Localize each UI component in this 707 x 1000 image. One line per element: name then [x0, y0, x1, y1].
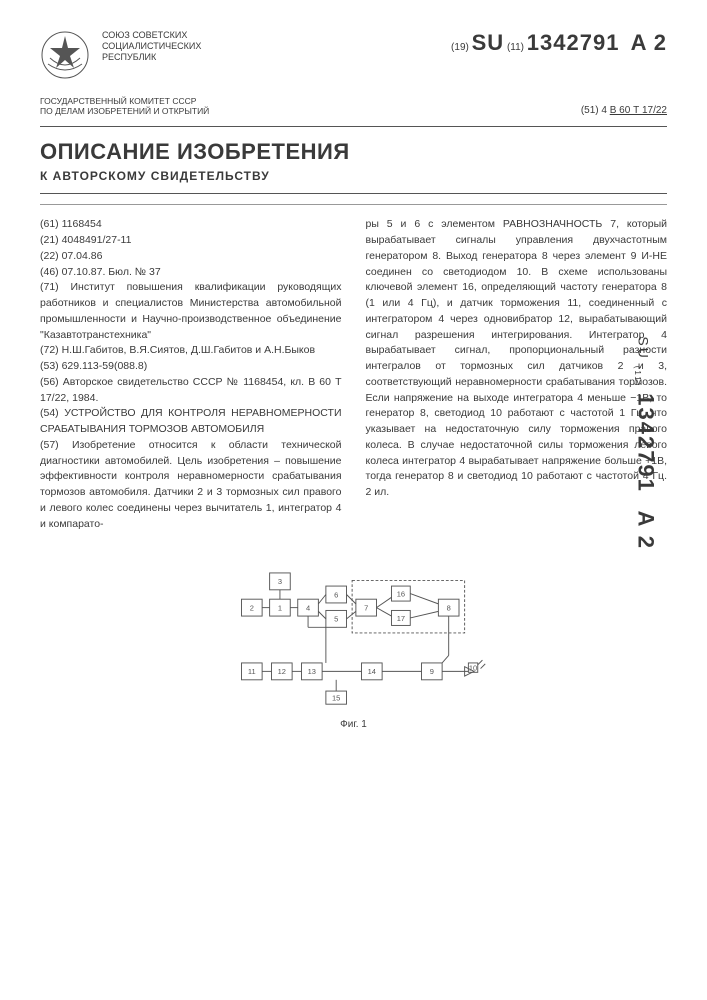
svg-text:16: 16	[396, 590, 404, 599]
svg-text:1: 1	[277, 604, 281, 613]
body-columns: (61) 1168454 (21) 4048491/27-11 (22) 07.…	[40, 217, 667, 532]
union-line-2: СОЦИАЛИСТИЧЕСКИХ	[102, 41, 439, 52]
svg-text:11: 11	[247, 668, 255, 677]
divider-mid-1	[40, 193, 667, 194]
svg-text:17: 17	[396, 614, 404, 623]
circuit-diagram-icon: 1234567891011121314151617	[204, 552, 504, 712]
header-row: СОЮЗ СОВЕТСКИХ СОЦИАЛИСТИЧЕСКИХ РЕСПУБЛИ…	[40, 30, 667, 80]
union-title: СОЮЗ СОВЕТСКИХ СОЦИАЛИСТИЧЕСКИХ РЕСПУБЛИ…	[102, 30, 439, 66]
side-vertical-label: SU (11) 1342791 A 2	[633, 336, 659, 550]
pub-prefix: (19)	[451, 42, 469, 53]
svg-text:6: 6	[334, 591, 338, 600]
right-column-text: ры 5 и 6 с элементом РАВНОЗНАЧНОСТЬ 7, к…	[366, 217, 668, 501]
pub-country: SU	[472, 30, 505, 55]
svg-text:2: 2	[249, 604, 253, 613]
svg-text:14: 14	[367, 668, 375, 677]
state-emblem-icon	[40, 30, 90, 80]
side-number: 1342791	[634, 393, 659, 493]
figure-label: Фиг. 1	[40, 719, 667, 730]
publication-number: (19) SU (11) 1342791 A 2	[451, 30, 667, 56]
committee-line-2: ПО ДЕЛАМ ИЗОБРЕТЕНИЙ И ОТКРЫТИЙ	[40, 106, 209, 116]
pub-num-prefix: (11)	[507, 42, 524, 53]
svg-text:12: 12	[277, 668, 285, 677]
divider-top	[40, 126, 667, 127]
union-line-1: СОЮЗ СОВЕТСКИХ	[102, 30, 439, 41]
main-title: ОПИСАНИЕ ИЗОБРЕТЕНИЯ	[40, 139, 667, 165]
svg-text:15: 15	[332, 694, 340, 703]
side-suffix: A 2	[634, 511, 659, 550]
svg-text:13: 13	[307, 668, 315, 677]
right-column: ры 5 и 6 с элементом РАВНОЗНАЧНОСТЬ 7, к…	[366, 217, 668, 532]
svg-text:4: 4	[305, 604, 309, 613]
sub-title: К АВТОРСКОМУ СВИДЕТЕЛЬСТВУ	[40, 169, 667, 183]
svg-text:8: 8	[446, 604, 450, 613]
left-column: (61) 1168454 (21) 4048491/27-11 (22) 07.…	[40, 217, 342, 532]
divider-mid-2	[40, 204, 667, 205]
figure-diagram: 1234567891011121314151617 Фиг. 1	[40, 552, 667, 730]
committee-block: ГОСУДАРСТВЕННЫЙ КОМИТЕТ СССР ПО ДЕЛАМ ИЗ…	[40, 96, 209, 116]
svg-text:5: 5	[334, 615, 338, 624]
committee-line-1: ГОСУДАРСТВЕННЫЙ КОМИТЕТ СССР	[40, 96, 209, 106]
classification-code: (51) 4 В 60 Т 17/22	[581, 105, 667, 116]
pub-suffix: A 2	[631, 30, 667, 55]
union-line-3: РЕСПУБЛИК	[102, 52, 439, 63]
pub-number-value: 1342791	[527, 30, 620, 55]
class-prefix: (51) 4	[581, 105, 607, 116]
left-column-text: (61) 1168454 (21) 4048491/27-11 (22) 07.…	[40, 217, 342, 532]
side-country: SU	[636, 336, 652, 359]
svg-text:3: 3	[277, 578, 281, 587]
svg-text:9: 9	[429, 668, 433, 677]
svg-text:7: 7	[364, 604, 368, 613]
class-code: В 60 Т 17/22	[610, 105, 667, 116]
